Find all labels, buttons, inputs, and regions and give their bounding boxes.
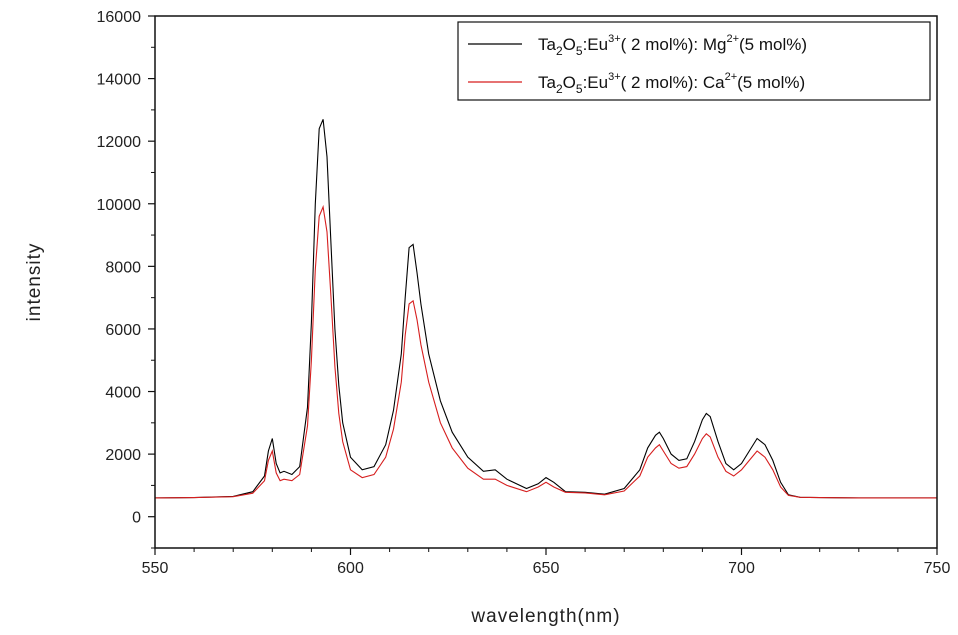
legend-label-series-0: Ta2O5:Eu3+( 2 mol%): Mg2+(5 mol%) — [538, 33, 807, 58]
y-axis-title: intensity — [24, 243, 45, 322]
y-tick-label: 2000 — [105, 447, 141, 464]
y-tick-label: 0 — [132, 510, 141, 527]
x-tick-label: 750 — [924, 560, 951, 577]
y-tick-label: 6000 — [105, 322, 141, 339]
y-tick-label: 4000 — [105, 385, 141, 402]
x-tick-label: 650 — [533, 560, 560, 577]
legend-label-series-1: Ta2O5:Eu3+( 2 mol%): Ca2+(5 mol%) — [538, 71, 805, 96]
legend: Ta2O5:Eu3+( 2 mol%): Mg2+(5 mol%) Ta2O5:… — [457, 21, 931, 101]
y-tick-label: 10000 — [97, 197, 142, 214]
x-tick-label: 600 — [337, 560, 364, 577]
y-tick-label: 8000 — [105, 259, 141, 276]
y-tick-label: 16000 — [97, 9, 142, 26]
x-tick-label: 700 — [728, 560, 755, 577]
plot-lines — [154, 119, 937, 499]
legend-box — [457, 21, 931, 101]
x-axis-title: wavelength(nm) — [470, 606, 620, 627]
series-line-1 — [154, 204, 937, 499]
y-tick-label: 14000 — [97, 72, 142, 89]
x-tick-label: 550 — [142, 560, 169, 577]
y-tick-label: 12000 — [97, 134, 142, 151]
series-line-0 — [154, 119, 937, 499]
axis-ticks: 550 600 650 700 750 0 2000 4000 6000 8000 10000 120… — [97, 9, 951, 577]
